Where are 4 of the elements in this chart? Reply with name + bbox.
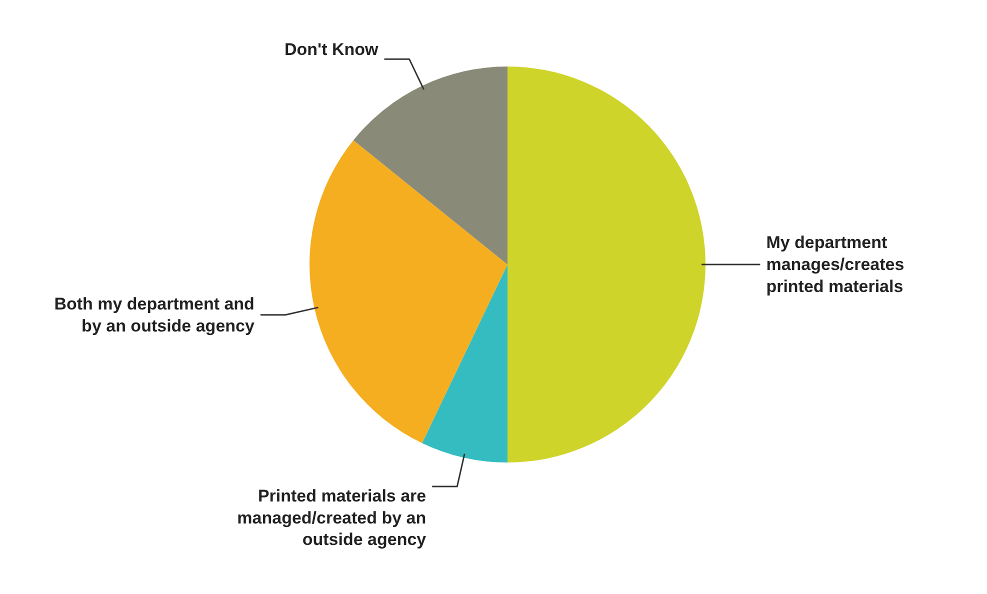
slice-label: Both my department and by an outside agency <box>54 294 255 336</box>
slice-label: My department manages/creates printed materials <box>766 233 904 296</box>
slice-label: Printed materials are managed/created by an outside agency <box>237 486 427 550</box>
slice-label: Don't Know <box>284 40 380 60</box>
